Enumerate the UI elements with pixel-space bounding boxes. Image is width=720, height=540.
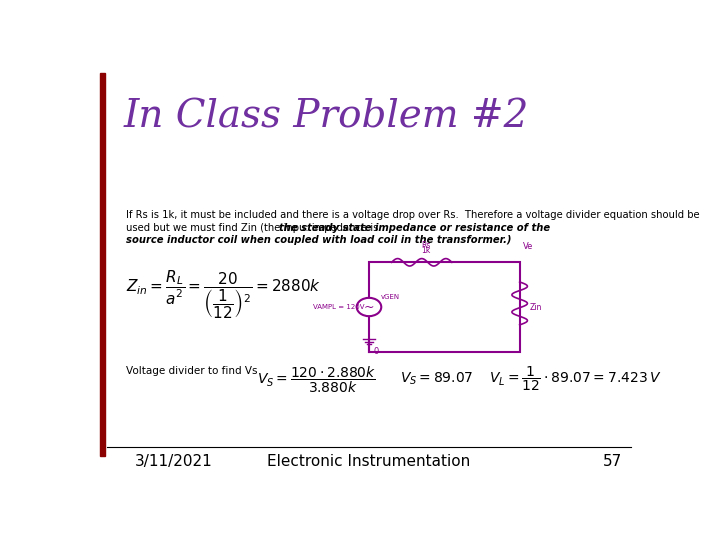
Text: If Rs is 1k, it must be included and there is a voltage drop over Rs.  Therefore: If Rs is 1k, it must be included and the… <box>126 210 700 220</box>
Text: vGEN: vGEN <box>382 294 400 300</box>
Bar <box>369 262 520 352</box>
Text: VAMPL = 120V: VAMPL = 120V <box>313 304 364 310</box>
Text: $V_L = \dfrac{1}{12} \cdot 89.07 = 7.423\,V$: $V_L = \dfrac{1}{12} \cdot 89.07 = 7.423… <box>489 364 662 393</box>
Text: Rs: Rs <box>422 241 431 250</box>
Text: 57: 57 <box>603 454 623 469</box>
Text: Voltage divider to find Vs: Voltage divider to find Vs <box>126 366 258 376</box>
Text: Zin: Zin <box>530 302 542 312</box>
Text: used but we must find Zin (the inpu: impedance is: used but we must find Zin (the inpu: imp… <box>126 223 388 233</box>
Text: 3/11/2021: 3/11/2021 <box>135 454 212 469</box>
Text: Electronic Instrumentation: Electronic Instrumentation <box>267 454 471 469</box>
Text: source inductor coil when coupled with load coil in the transformer.): source inductor coil when coupled with l… <box>126 235 512 245</box>
Text: the steady state impedance or resistance of the: the steady state impedance or resistance… <box>279 223 550 233</box>
Text: $V_S = \dfrac{120 \cdot 2.880k}{3.880k}$: $V_S = \dfrac{120 \cdot 2.880k}{3.880k}$ <box>258 364 377 395</box>
Circle shape <box>356 298 382 316</box>
Text: $V_S = 89.07$: $V_S = 89.07$ <box>400 370 473 387</box>
Text: 1k: 1k <box>422 246 431 255</box>
Bar <box>100 73 104 456</box>
Text: 0: 0 <box>374 347 379 356</box>
Text: Ve: Ve <box>523 242 533 251</box>
Text: In Class Problem #2: In Class Problem #2 <box>124 98 529 135</box>
Text: ~: ~ <box>364 300 374 314</box>
Text: $Z_{in} = \dfrac{R_L}{a^2} = \dfrac{20}{\left(\dfrac{1}{12}\right)^2} = 2880k$: $Z_{in} = \dfrac{R_L}{a^2} = \dfrac{20}{… <box>126 268 322 321</box>
